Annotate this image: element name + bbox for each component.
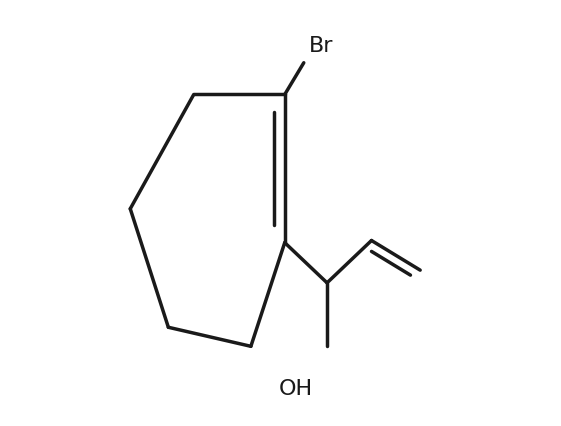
Text: Br: Br [309,36,333,56]
Text: OH: OH [278,379,312,399]
